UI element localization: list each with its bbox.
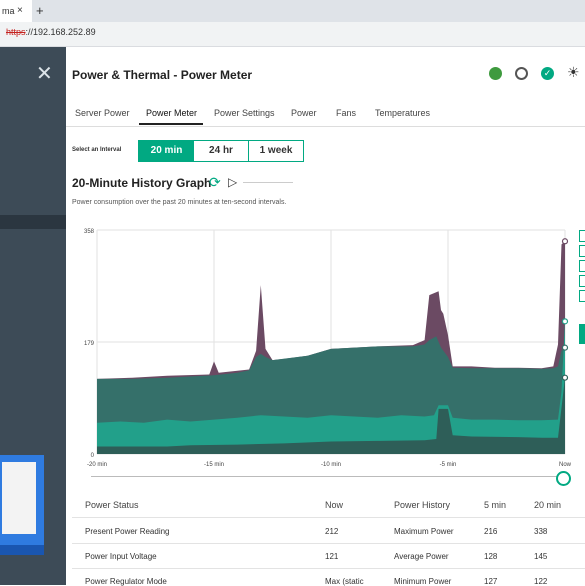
browser-tab-bar [0,0,585,22]
series-area-minimum [97,377,565,454]
browser-tab[interactable]: ma [0,0,32,22]
tab-fans[interactable]: Fans [336,108,357,118]
graph-subtitle: Power consumption over the past 20 minut… [72,199,287,206]
play-icon[interactable]: ▷ [228,175,238,189]
browser-tab-label: ma [2,6,15,16]
y-tick-label: 358 [84,229,95,235]
legend-checkbox[interactable] [579,230,585,242]
interval-20min-button[interactable]: 20 min [138,140,195,162]
playback-scrubber[interactable] [243,182,293,183]
interval-24hr-button[interactable]: 24 hr [193,140,249,162]
interval-1week-button[interactable]: 1 week [248,140,304,162]
refresh-icon[interactable]: ⟳ [209,174,221,190]
legend-checkbox[interactable] [579,290,585,302]
series-endpoint-present [561,318,569,325]
graph-title: 20-Minute History Graph [72,176,212,190]
time-range-slider[interactable] [91,476,561,477]
url-text[interactable]: https://192.168.252.89 [6,27,96,37]
thumbnail-content [2,462,36,534]
x-tick-label: -5 min [440,462,457,468]
tab-close-icon[interactable]: × [17,5,23,16]
interval-label: Select an Interval [72,147,122,153]
history-avg-20min: 145 [534,552,548,561]
tab-power[interactable]: Power [291,108,317,118]
sun-icon[interactable]: ☀ [567,64,580,80]
status-label-input-voltage: Power Input Voltage [85,552,157,561]
status-label-regulator-mode: Power Regulator Mode [85,577,167,586]
url-host: ://192.168.252.89 [25,27,96,37]
series-endpoint-average [561,344,569,351]
five-min-header: 5 min [484,500,507,510]
legend-checkbox[interactable] [579,245,585,257]
status-label-present-power: Present Power Reading [85,527,170,536]
power-history-header: Power History [394,500,451,510]
tab-server-power[interactable]: Server Power [75,108,130,118]
tab-strip [66,100,585,127]
history-max-5min: 216 [484,527,498,536]
thumbnail-taskbar [0,545,44,555]
page-title: Power & Thermal - Power Meter [72,68,253,82]
tab-power-settings[interactable]: Power Settings [214,108,275,118]
now-header: Now [325,500,344,510]
x-tick-label: Now [559,462,572,468]
history-min-5min: 127 [484,577,498,586]
tab-power-meter[interactable]: Power Meter [146,108,198,118]
history-label-minimum: Minimum Power [394,577,452,586]
url-protocol: https [6,27,26,37]
history-label-maximum: Maximum Power [394,527,454,536]
x-tick-label: -20 min [87,462,107,468]
legend-checkbox[interactable] [579,260,585,272]
twenty-min-header: 20 min [534,500,562,510]
y-tick-label: 0 [91,453,95,459]
power-status-header: Power Status [85,500,139,510]
history-max-20min: 338 [534,527,548,536]
y-tick-label: 179 [84,341,95,347]
legend-toggle-bar[interactable] [579,324,585,344]
power-icon[interactable] [489,67,502,80]
series-endpoint-maximum [561,238,569,245]
sidebar-selected-item[interactable] [0,215,66,229]
x-tick-label: -15 min [204,462,224,468]
table-row-divider [72,543,585,544]
status-ok-icon[interactable]: ✓ [541,67,554,80]
new-tab-button[interactable]: + [36,3,44,18]
status-value-input-voltage: 121 [325,552,339,561]
table-header-divider [72,517,585,518]
tab-temperatures[interactable]: Temperatures [375,108,431,118]
time-slider-handle[interactable] [556,471,571,486]
address-bar[interactable] [0,22,585,47]
history-avg-5min: 128 [484,552,498,561]
history-min-20min: 122 [534,577,548,586]
status-value-regulator-mode: Max (static [325,577,364,586]
table-row-divider [72,568,585,569]
active-tab-indicator [139,123,203,125]
x-tick-label: -10 min [321,462,341,468]
legend-checkbox[interactable] [579,275,585,287]
history-label-average: Average Power [394,552,449,561]
series-endpoint-minimum [561,374,569,381]
location-icon[interactable] [515,67,528,80]
status-value-present-power: 212 [325,527,339,536]
power-history-chart: 0 179 358 -20 min -15 min -10 min -5 min Now [84,229,572,468]
close-icon[interactable]: ✕ [36,63,53,85]
